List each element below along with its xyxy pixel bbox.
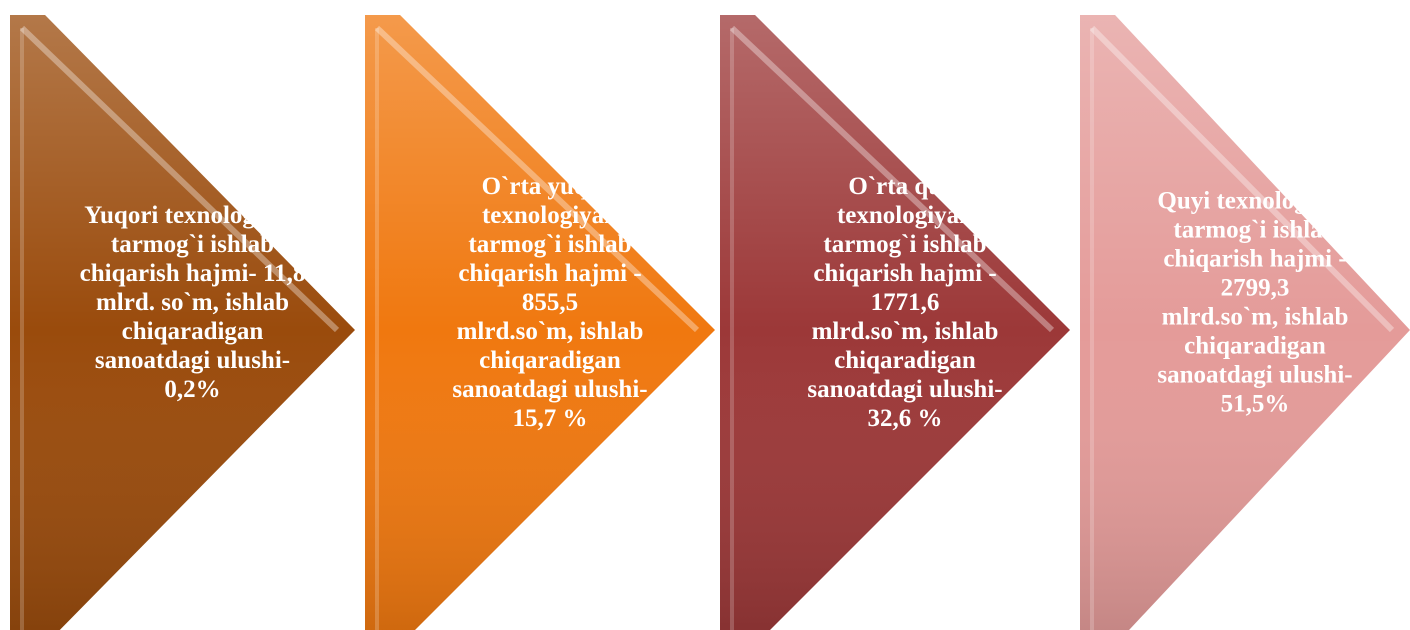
block-text: mlrd.so`m, ishlab (812, 318, 999, 345)
block-text: Quyi texnologiyali (1157, 188, 1352, 215)
chevron-shine (10, 15, 355, 630)
bevel (1089, 25, 1395, 333)
block-text: 2799,3 (1221, 275, 1290, 302)
chevron-shine (1080, 15, 1410, 630)
block-text: 51,5% (1221, 391, 1290, 418)
block-text: chiqarish hajmi - (813, 260, 996, 287)
block-text: tarmog`i ishlab (111, 231, 274, 258)
block-text: texnologiyali (482, 202, 618, 229)
block-text: mlrd.so`m, ishlab (1162, 304, 1349, 331)
block-text: Yuqori texnologiyali (84, 202, 301, 229)
block-text: chiqaradigan (1184, 333, 1326, 360)
bevel (374, 25, 700, 333)
block-text: chiqaradigan (834, 347, 976, 374)
block-text: tarmog`i ishlab (468, 231, 631, 258)
bevel (19, 25, 340, 333)
block-text: 1771,6 (871, 289, 940, 316)
block-text: 855,5 (522, 289, 578, 316)
block-text: tarmog`i ishlab (1173, 217, 1336, 244)
block-text: 32,6 % (868, 405, 943, 432)
block-text: O`rta quyi (848, 173, 961, 200)
bevel (729, 25, 1055, 333)
chevron-shine (720, 15, 1070, 630)
block-text: tarmog`i ishlab (823, 231, 986, 258)
block-text: 15,7 % (513, 405, 588, 432)
block-text: O`rta yuqori (482, 173, 619, 200)
block-text: chiqarish hajmi- 11,8 (80, 260, 306, 287)
block-text: chiqarish hajmi - (1163, 246, 1346, 273)
block-text: sanoatdagi ulushi- (95, 347, 290, 374)
block-text: chiqarish hajmi - (458, 260, 641, 287)
block-text: mlrd. so`m, ishlab (96, 289, 289, 316)
block-text: chiqaradigan (122, 318, 264, 345)
block-text: mlrd.so`m, ishlab (457, 318, 644, 345)
block-text: texnologiyali (837, 202, 973, 229)
block-text: chiqaradigan (479, 347, 621, 374)
block-text: sanoatdagi ulushi- (452, 376, 647, 403)
chevron-shine (365, 15, 715, 630)
block-text: sanoatdagi ulushi- (807, 376, 1002, 403)
block-text: sanoatdagi ulushi- (1157, 362, 1352, 389)
block-text: 0,2% (164, 376, 220, 403)
